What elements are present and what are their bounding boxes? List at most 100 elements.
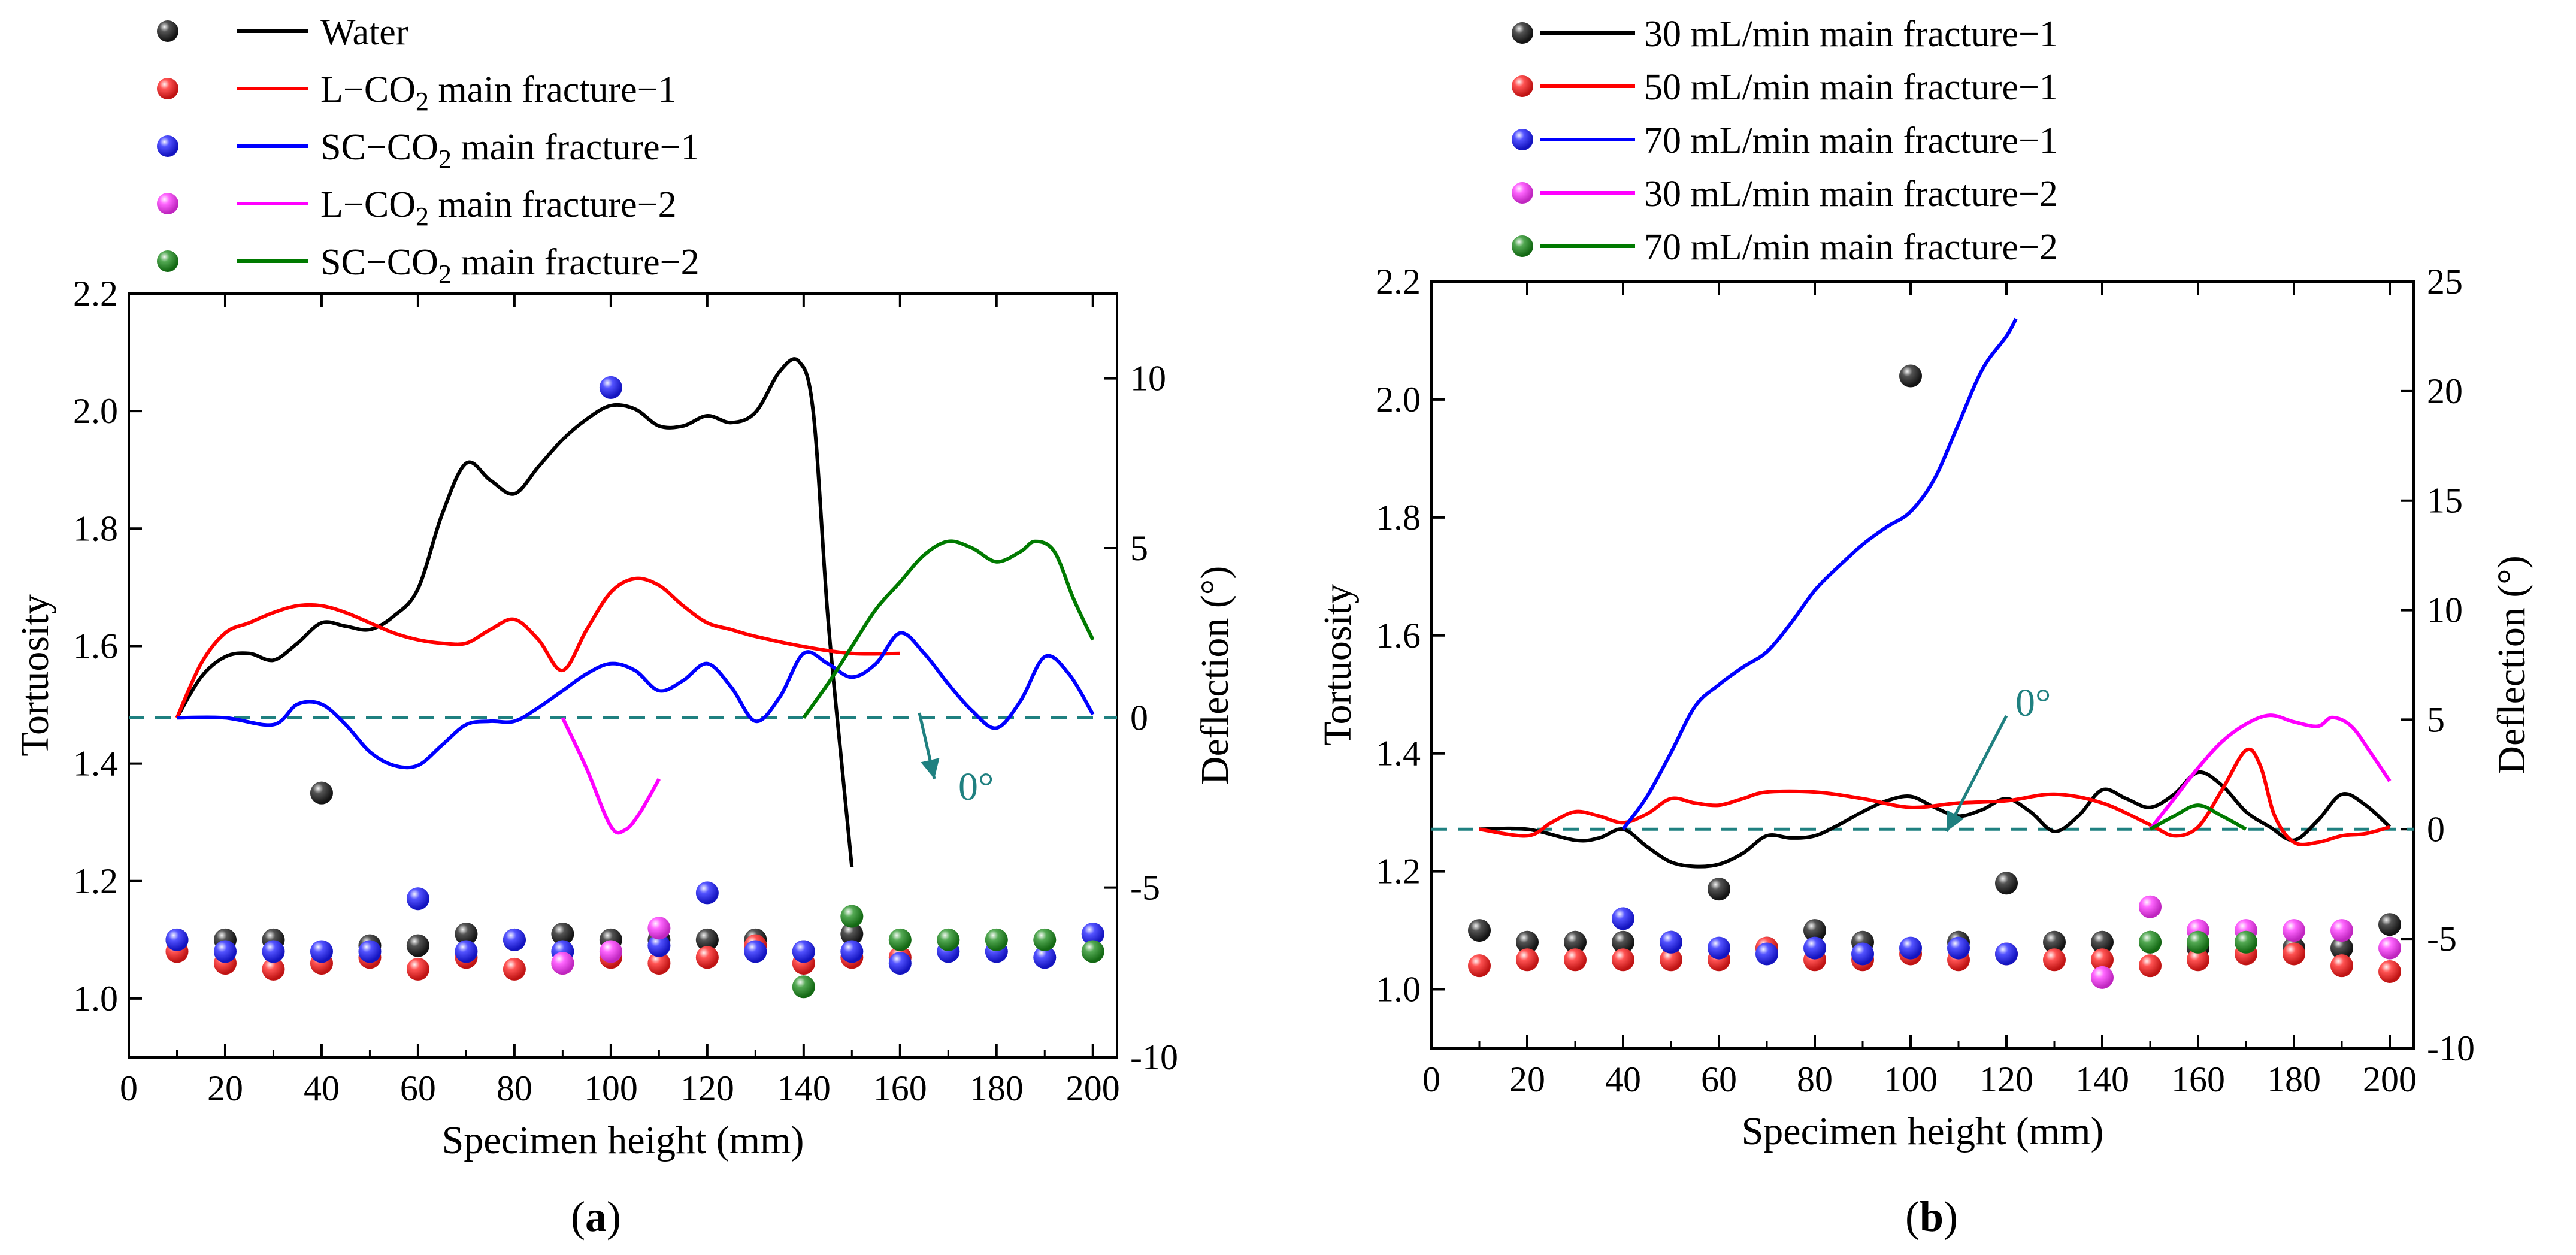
- data-point-shine: [647, 917, 671, 940]
- legend-label-text: main fracture−2: [429, 185, 677, 225]
- data-point-shine: [985, 928, 1008, 951]
- legend-marker-shine: [157, 78, 178, 99]
- zero-annotation-label: 0°: [958, 765, 994, 809]
- zero-annotation-label: 0°: [2015, 681, 2051, 725]
- data-point-shine: [2187, 948, 2209, 972]
- zero-annotation-arrowhead: [1947, 810, 1964, 831]
- x-axis-label: Specimen height (mm): [442, 1118, 804, 1162]
- data-point-shine: [1564, 930, 1587, 954]
- y-right-tick-label: 25: [2427, 262, 2463, 301]
- y-left-tick-label: 2.2: [1376, 262, 1421, 301]
- data-point-shine: [695, 928, 719, 951]
- data-point-shine: [1612, 948, 1634, 972]
- data-point-shine: [2139, 895, 2162, 918]
- y-left-tick-label: 1.0: [1376, 970, 1421, 1009]
- y-left-tick-label: 1.4: [73, 744, 118, 784]
- y-left-tick-label: 1.0: [73, 979, 118, 1018]
- x-tick-label: 80: [1797, 1060, 1833, 1099]
- data-point-shine: [2187, 930, 2209, 954]
- data-point-shine: [310, 781, 333, 805]
- x-tick-label: 200: [1066, 1069, 1120, 1108]
- data-point-shine: [1755, 942, 1778, 966]
- data-point-shine: [406, 934, 429, 957]
- data-point-shine: [503, 928, 526, 951]
- data-point-shine: [455, 923, 478, 946]
- data-point-shine: [406, 957, 429, 981]
- data-point-shine: [647, 952, 671, 975]
- data-point-shine: [840, 905, 864, 928]
- data-point-shine: [2378, 913, 2401, 936]
- y-right-tick-label: 5: [2427, 700, 2445, 739]
- y-axis-right-label: Deflection (°): [1193, 566, 1237, 785]
- y-left-tick-label: 2.0: [73, 391, 118, 431]
- series-line: [2148, 713, 2392, 831]
- data-point-shine: [2283, 942, 2305, 966]
- legend-label: 70 mL/min main fracture−2: [1644, 227, 2058, 268]
- legend-label-text: main fracture−1: [452, 127, 700, 168]
- legend-marker-shine: [157, 193, 178, 214]
- y-left-tick-label: 2.0: [1376, 380, 1421, 419]
- legend-label-text: main fracture−2: [452, 242, 700, 283]
- data-point-shine: [2378, 960, 2401, 983]
- y-axis-right-label: Deflection (°): [2490, 555, 2533, 774]
- series-line: [802, 539, 1095, 719]
- axes-b: 0 20 40 60 80 100 120 140 160 180 2001.01.21.41.61…: [1316, 262, 2533, 1153]
- legend-label-text: SC−CO: [320, 127, 438, 168]
- panel-label-a: (a): [571, 1193, 621, 1241]
- series-line: [175, 357, 854, 867]
- data-point-shine: [1708, 878, 1730, 901]
- plot-frame: [128, 292, 1118, 1059]
- y-left-tick-label: 1.6: [1376, 616, 1421, 655]
- data-point-shine: [744, 940, 767, 963]
- data-point-shine: [1468, 919, 1491, 942]
- legend-label-subscript: 2: [438, 144, 452, 174]
- data-point-shine: [2330, 919, 2353, 942]
- data-point-shine: [888, 928, 912, 951]
- legend-label-text: 30 mL/min main fracture−2: [1644, 174, 2058, 214]
- series-line: [175, 576, 900, 719]
- data-point-shine: [1516, 948, 1539, 972]
- data-point-shine: [551, 952, 574, 975]
- legend-label: L−CO2 main fracture−1: [320, 69, 677, 116]
- data-point-shine: [1468, 954, 1491, 978]
- data-point-shine: [2330, 954, 2353, 978]
- data-point-shine: [1612, 930, 1634, 954]
- x-tick-label: 40: [304, 1069, 340, 1108]
- data-point-shine: [1708, 936, 1730, 960]
- y-right-tick-label: 10: [2427, 591, 2463, 630]
- data-point-shine: [262, 957, 285, 981]
- x-tick-label: 40: [1605, 1060, 1641, 1099]
- x-tick-label: 20: [1509, 1060, 1545, 1099]
- data-point-shine: [695, 946, 719, 969]
- y-left-tick-label: 1.6: [73, 626, 118, 666]
- data-point-shine: [2139, 954, 2162, 978]
- data-point-shine: [406, 887, 429, 911]
- data-point-shine: [1516, 930, 1539, 954]
- series-line: [1479, 748, 2390, 846]
- y-axis-left-label: Tortuosity: [13, 594, 57, 756]
- x-tick-label: 160: [2171, 1060, 2225, 1099]
- legend-label-subscript: 2: [438, 259, 452, 289]
- data-point-shine: [647, 934, 671, 957]
- series-line: [1621, 317, 2018, 831]
- x-tick-label: 180: [2267, 1060, 2321, 1099]
- data-point-shine: [1081, 923, 1104, 946]
- legend-label-text: SC−CO: [320, 242, 438, 283]
- data-point-shine: [1033, 928, 1057, 951]
- legend-marker-shine: [1512, 182, 1533, 204]
- data-point-shine: [2330, 936, 2353, 960]
- data-point-shine: [2043, 930, 2066, 954]
- data-point-shine: [551, 923, 574, 946]
- data-point-shine: [695, 881, 719, 905]
- data-point-shine: [840, 923, 864, 946]
- legend-marker-shine: [157, 250, 178, 272]
- data-point-shine: [1081, 940, 1104, 963]
- y-left-tick-label: 1.4: [1376, 734, 1421, 773]
- series-line: [177, 631, 1095, 770]
- legend-label: 30 mL/min main fracture−1: [1644, 14, 2058, 55]
- plot-frame: [1430, 280, 2415, 1050]
- data-point-shine: [840, 940, 864, 963]
- legend-label-text: 30 mL/min main fracture−1: [1644, 14, 2058, 55]
- data-point-shine: [888, 952, 912, 975]
- data-point-shine: [1803, 936, 1826, 960]
